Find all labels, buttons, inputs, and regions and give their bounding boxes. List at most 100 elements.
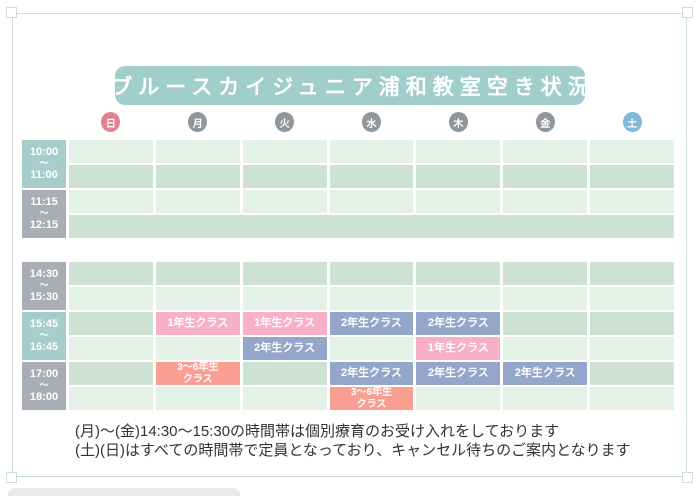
schedule-cell-empty xyxy=(242,190,327,213)
schedule-cell-empty xyxy=(69,362,153,385)
notes-block: (月)〜(金)14:30〜15:30の時間帯は個別療育のお受け入れをしております… xyxy=(75,422,675,460)
day-slot-土: 土 xyxy=(590,111,674,133)
poster-title-banner: ブルースカイジュニア浦和教室空き状況 xyxy=(111,66,589,105)
time-label-17:00: 17:00 〜 18:00 xyxy=(22,362,66,410)
class-cell-label: 2年生クラス xyxy=(427,317,489,330)
schedule-cell-empty xyxy=(503,190,588,213)
schedule-cell-empty xyxy=(242,140,327,163)
time-label-10:00: 10:00 〜 11:00 xyxy=(22,140,66,188)
note-line-1: (月)〜(金)14:30〜15:30の時間帯は個別療育のお受け入れをしております xyxy=(75,423,560,440)
class-cell: 2年生クラス xyxy=(416,362,501,385)
schedule-cell-empty xyxy=(503,165,588,188)
schedule-cell-empty xyxy=(69,190,153,213)
schedule-cell-empty xyxy=(155,287,240,310)
schedule-cell-empty xyxy=(416,190,501,213)
schedule-cell-full xyxy=(69,215,674,238)
schedule-cell-empty xyxy=(242,362,327,385)
selection-handle-top-left[interactable] xyxy=(6,7,17,18)
class-cell: 2年生クラス xyxy=(503,362,588,385)
schedule-cell-empty xyxy=(242,287,327,310)
class-cell: 2年生クラス xyxy=(329,362,414,385)
class-cell-label: 2年生クラス xyxy=(427,367,489,380)
schedule-cell-empty xyxy=(416,165,501,188)
schedule-cell-empty xyxy=(242,262,327,285)
schedule-cell-empty xyxy=(590,312,674,335)
schedule-cell-empty xyxy=(503,387,588,410)
class-cell: 1年生クラス xyxy=(416,337,501,360)
schedule-cell-empty xyxy=(590,140,674,163)
schedule-cell-empty xyxy=(416,287,501,310)
day-slot-金: 金 xyxy=(503,111,587,133)
time-label-11:15: 11:15 〜 12:15 xyxy=(22,190,66,238)
class-cell-label: 2年生クラス xyxy=(514,367,576,380)
schedule-cell-empty xyxy=(503,287,588,310)
schedule-row-15:45: 15:45 〜 16:45 1年生クラス 1年生クラス 2年生クラス 2年生クラス 2年生クラ… xyxy=(22,312,674,360)
schedule-cell-empty xyxy=(329,165,414,188)
schedule-cell-empty xyxy=(242,165,327,188)
time-label-15:45: 15:45 〜 16:45 xyxy=(22,312,66,360)
schedule-row-17:00: 17:00 〜 18:00 3〜6年生 クラス 2年生クラス 2年生クラス 2年生クラス 3〜6… xyxy=(22,362,674,410)
schedule-row-10:00: 10:00 〜 11:00 xyxy=(22,140,674,188)
schedule-cell-empty xyxy=(503,262,588,285)
class-cell-label: 3〜6年生 xyxy=(177,362,219,373)
class-cell-label: 2年生クラス xyxy=(341,317,402,330)
class-cell-label: 2年生クラス xyxy=(341,367,402,380)
schedule-cell-empty xyxy=(329,287,414,310)
note-line-2: (土)(日)はすべての時間帯で定員となっており、キャンセル待ちのご案内となります xyxy=(75,442,631,459)
schedule-cell-empty xyxy=(329,337,414,360)
schedule-cell-empty xyxy=(503,140,588,163)
class-cell: 1年生クラス xyxy=(242,312,327,335)
schedule-cell-empty xyxy=(590,362,674,385)
class-cell-label: 1年生クラス xyxy=(254,317,316,330)
day-header-spacer xyxy=(22,111,66,133)
schedule-cell-empty xyxy=(416,262,501,285)
day-circle-火: 火 xyxy=(275,112,295,132)
class-cell-label: 3〜6年生 xyxy=(350,387,393,398)
selection-handle-top-right[interactable] xyxy=(682,7,693,18)
schedule-cell-empty xyxy=(69,312,153,335)
schedule-cell-empty xyxy=(590,287,674,310)
schedule-cell-empty xyxy=(69,140,153,163)
selection-handle-bottom-left[interactable] xyxy=(6,472,17,483)
selection-frame[interactable] xyxy=(6,7,693,483)
schedule-row-11:15: 11:15 〜 12:15 xyxy=(22,190,674,238)
day-circle-金: 金 xyxy=(535,112,555,132)
schedule-cell-empty xyxy=(155,190,240,213)
schedule-cell-empty xyxy=(329,190,414,213)
schedule-cell-empty xyxy=(155,262,240,285)
time-label-14:30: 14:30 〜 15:30 xyxy=(22,262,66,310)
class-cell-label: クラス xyxy=(356,398,387,410)
selection-handle-bottom-right[interactable] xyxy=(682,472,693,483)
class-cell-label: クラス xyxy=(182,373,213,385)
day-slot-日: 日 xyxy=(69,111,153,133)
class-cell-label: 1年生クラス xyxy=(167,317,229,330)
day-circle-月: 月 xyxy=(188,112,208,132)
day-circle-水: 水 xyxy=(361,112,381,132)
schedule-cell-empty xyxy=(155,165,240,188)
day-slot-月: 月 xyxy=(156,111,240,133)
schedule-cell-empty xyxy=(69,337,153,360)
class-cell: 3〜6年生 クラス xyxy=(155,362,240,385)
schedule-cell-empty xyxy=(69,287,153,310)
schedule-cell-empty xyxy=(329,262,414,285)
class-cell: 1年生クラス xyxy=(155,312,240,335)
schedule-cell-empty xyxy=(590,337,674,360)
schedule-cell-empty xyxy=(69,165,153,188)
schedule-cell-empty xyxy=(590,262,674,285)
schedule-cell-empty xyxy=(416,387,501,410)
schedule-cell-empty xyxy=(590,190,674,213)
poster-title: ブルースカイジュニア浦和教室空き状況 xyxy=(111,75,595,99)
day-header-row: 日月火水木金土 xyxy=(22,111,674,133)
schedule-cell-empty xyxy=(329,140,414,163)
schedule-cell-empty xyxy=(590,165,674,188)
day-slot-木: 木 xyxy=(416,111,500,133)
page-toolbar-fragment xyxy=(8,488,240,496)
schedule-cell-empty xyxy=(69,387,153,410)
day-circle-木: 木 xyxy=(448,112,468,132)
class-cell-label: 2年生クラス xyxy=(254,342,316,355)
schedule-cell-empty xyxy=(155,387,240,410)
day-circle-土: 土 xyxy=(622,112,642,132)
schedule-cell-empty xyxy=(503,337,588,360)
class-cell: 2年生クラス xyxy=(416,312,501,335)
